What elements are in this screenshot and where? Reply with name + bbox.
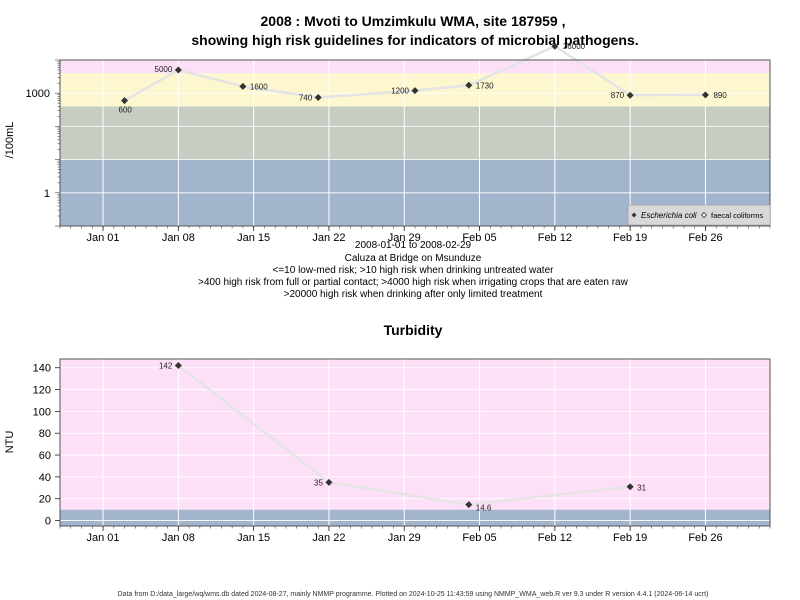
- chart1-title-line1: 2008 : Mvoti to Umzimkulu WMA, site 1879…: [261, 13, 566, 29]
- data-point: [465, 81, 473, 89]
- data-label: 1730: [476, 81, 494, 90]
- x-tick-label: Jan 15: [237, 532, 270, 544]
- chart2-y-axis-label: NTU: [4, 431, 16, 454]
- y-tick-label: 20: [39, 494, 51, 506]
- chart1-risk-bands: [60, 60, 770, 226]
- data-point: [626, 483, 634, 491]
- data-point: [121, 97, 129, 105]
- chart1-y-axis-label: /100mL: [4, 122, 16, 159]
- chart1-data-labels: 600 5000 1600 740 1200 1730 26000 870 890: [119, 42, 728, 114]
- x-tick-label: Jan 08: [162, 232, 195, 244]
- y-tick-label: 80: [39, 428, 51, 440]
- data-label: 740: [299, 94, 313, 103]
- x-tick-label: Jan 08: [162, 532, 195, 544]
- legend-ecoli-marker: [631, 212, 637, 218]
- chart1-caption: 2008-01-01 to 2008-02-29 Caluza at Bridg…: [198, 240, 628, 300]
- x-tick-label: Feb 26: [688, 232, 722, 244]
- x-tick-label: Jan 29: [388, 232, 421, 244]
- y-tick-label: 1000: [26, 88, 50, 100]
- data-label: 35: [314, 478, 323, 487]
- x-tick-label: Jan 01: [87, 532, 120, 544]
- data-label: 31: [637, 484, 646, 493]
- data-point: [701, 91, 709, 99]
- chart1-points: [121, 42, 709, 105]
- data-label: 142: [159, 362, 173, 371]
- data-point: [239, 82, 247, 90]
- risk-band: [60, 509, 770, 526]
- caption-risk-line2: >400 high risk from full or partial cont…: [198, 277, 628, 288]
- chart1-axes: Jan 01 Jan 08 Jan 15 Jan 22 Jan 29 Feb 05 Feb …: [26, 59, 771, 244]
- x-tick-label: Feb 12: [538, 532, 572, 544]
- data-point: [465, 501, 473, 509]
- x-tick-label: Feb 05: [462, 532, 496, 544]
- footer-provenance: Data from D:/data_large/wq/wms.db dated …: [118, 591, 709, 598]
- y-tick-label: 140: [33, 363, 51, 375]
- chart2-axes: Jan 01 Jan 08 Jan 15 Jan 22 Jan 29 Feb 05 Feb …: [33, 363, 771, 544]
- chart2-points: [174, 362, 634, 509]
- chart2-title: Turbidity: [384, 322, 443, 338]
- x-tick-label: Feb 19: [613, 532, 647, 544]
- chart2-data-labels: 142 35 14.6 31: [159, 362, 647, 513]
- x-tick-label: Feb 05: [462, 232, 496, 244]
- caption-site: Caluza at Bridge on Msunduze: [345, 253, 482, 264]
- data-point: [314, 94, 322, 102]
- risk-band: [60, 359, 770, 510]
- y-tick-label: 60: [39, 450, 51, 462]
- data-point: [174, 66, 182, 74]
- y-tick-label: 100: [33, 406, 51, 418]
- data-label: 26000: [563, 42, 586, 51]
- caption-date-range: 2008-01-01 to 2008-02-29: [355, 240, 472, 251]
- data-label: 5000: [155, 65, 173, 74]
- risk-band: [60, 106, 770, 160]
- caption-risk-line1: <=10 low-med risk; >10 high risk when dr…: [273, 265, 555, 276]
- data-point: [626, 91, 634, 99]
- x-tick-label: Feb 26: [688, 532, 722, 544]
- chart2-risk-bands: [60, 359, 770, 526]
- chart1-legend: Escherichia coli faecal coliforms: [627, 204, 771, 226]
- caption-risk-line3: >20000 high risk when drinking after onl…: [284, 289, 543, 300]
- x-tick-label: Jan 29: [388, 532, 421, 544]
- x-tick-label: Jan 22: [312, 532, 345, 544]
- data-label: 1600: [250, 82, 268, 91]
- data-point: [174, 362, 182, 370]
- y-tick-label: 120: [33, 385, 51, 397]
- data-label: 1200: [391, 87, 409, 96]
- chart2-series-line: [177, 364, 631, 506]
- chart2-gridlines: [60, 359, 770, 526]
- x-tick-label: Jan 22: [312, 232, 345, 244]
- legend-faecal-label: faecal coliforms: [711, 211, 763, 220]
- data-label: 600: [119, 106, 133, 115]
- y-tick-label: 0: [45, 516, 51, 528]
- x-tick-label: Feb 12: [538, 232, 572, 244]
- y-tick-label: 1: [44, 188, 50, 200]
- legend-faecal-marker: [700, 211, 708, 219]
- legend-ecoli-label: Escherichia coli: [641, 211, 697, 220]
- chart1-plot: 600 5000 1600 740 1200 1730 26000 870 890 Jan 01…: [4, 42, 771, 244]
- x-tick-label: Jan 01: [87, 232, 120, 244]
- x-tick-label: Feb 19: [613, 232, 647, 244]
- data-point: [325, 478, 333, 486]
- data-point: [411, 87, 419, 95]
- y-tick-label: 40: [39, 472, 51, 484]
- chart1-legend-box: [627, 204, 771, 226]
- data-label: 14.6: [476, 504, 492, 513]
- chart1-title-line2: showing high risk guidelines for indicat…: [191, 32, 638, 48]
- data-point: [551, 42, 559, 50]
- data-label: 890: [713, 91, 727, 100]
- data-label: 870: [611, 91, 625, 100]
- x-tick-label: Jan 15: [237, 232, 270, 244]
